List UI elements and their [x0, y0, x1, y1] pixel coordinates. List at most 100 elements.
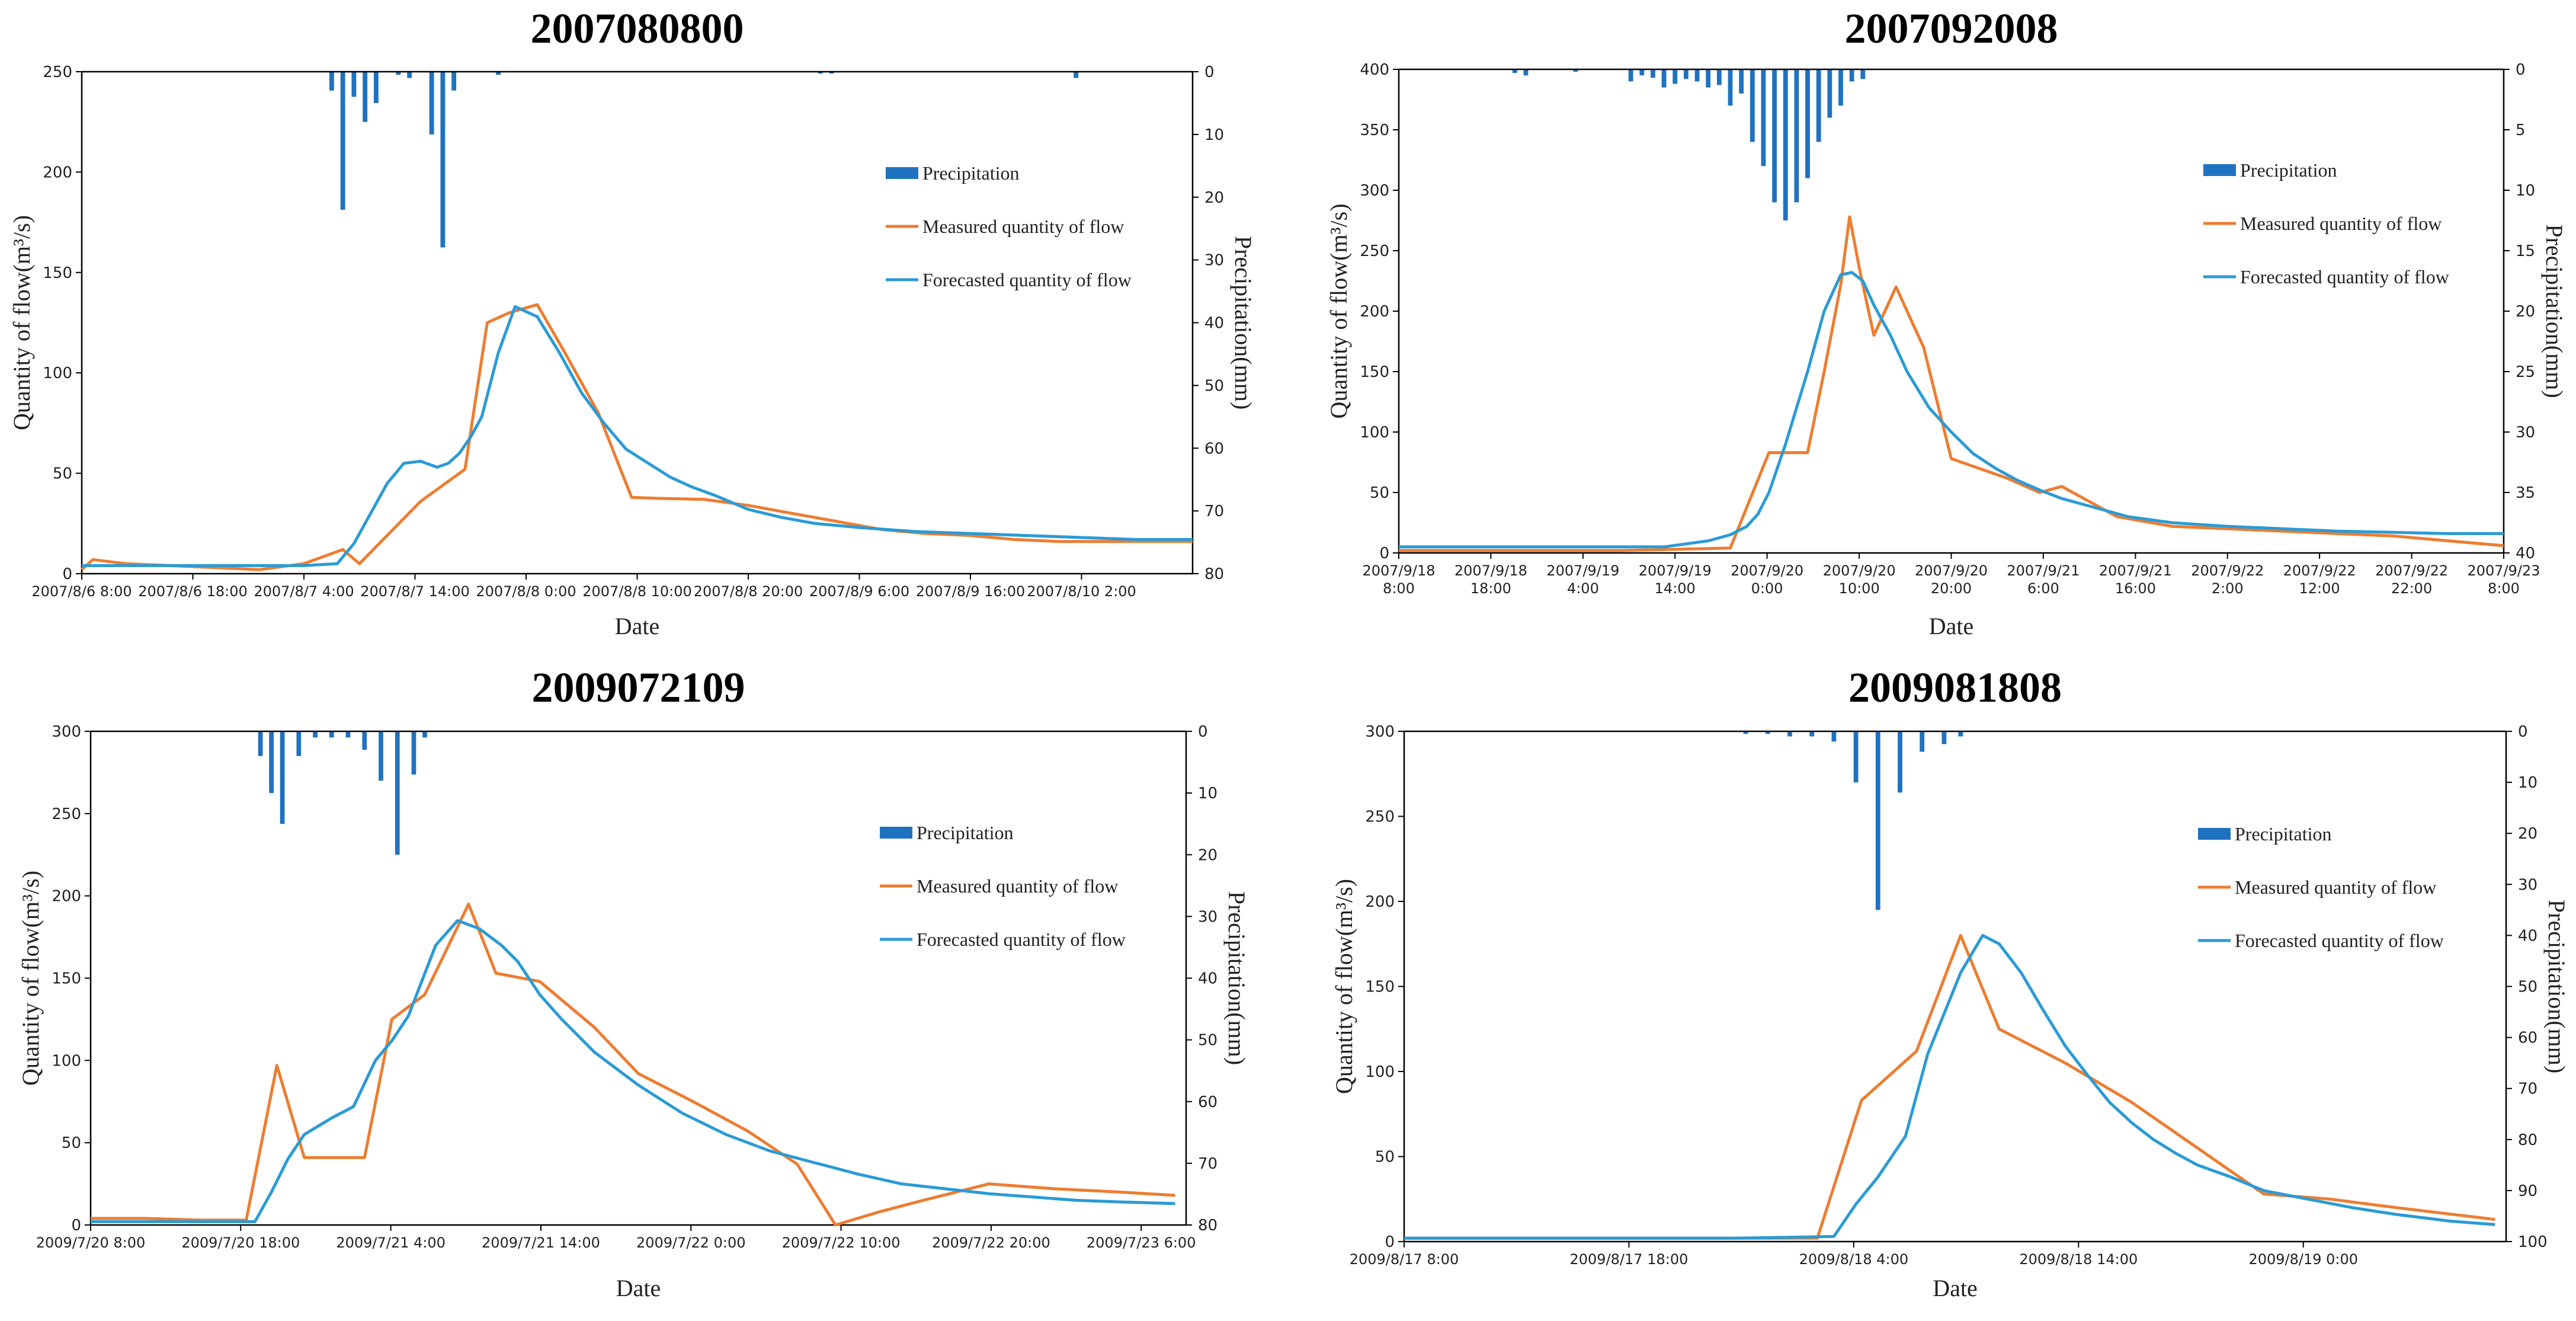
x-tick-label: 2009/7/21 4:00 — [336, 1234, 446, 1251]
y2-tick-label: 80 — [1204, 565, 1224, 583]
precip-bar — [1898, 731, 1902, 793]
legend-precip-label: Precipitation — [917, 822, 1014, 843]
x-tick-label: 2009/8/18 4:00 — [1799, 1251, 1909, 1268]
y-tick-label: 200 — [1360, 303, 1389, 321]
precip-bar — [1750, 69, 1755, 142]
precip-bar — [329, 72, 334, 91]
x-tick-label: 2007/8/9 16:00 — [916, 583, 1026, 600]
y2-tick-label: 10 — [2516, 182, 2535, 200]
x-tick-label: 2007/8/8 0:00 — [476, 583, 576, 600]
x-tick-label: 2007/8/10 2:00 — [1027, 583, 1136, 600]
precip-bar — [396, 72, 401, 75]
precip-bar — [818, 72, 823, 74]
y2-tick-label: 10 — [1204, 126, 1224, 144]
precip-bar — [395, 731, 400, 855]
precip-bar — [340, 72, 345, 210]
precip-bar — [345, 731, 351, 738]
y-tick-label: 400 — [1360, 61, 1389, 79]
x-tick-label: 2009/7/21 14:00 — [482, 1234, 600, 1251]
y-tick-label: 150 — [43, 264, 72, 282]
precip-bar — [496, 72, 501, 75]
precip-bar — [1673, 69, 1678, 84]
y2-tick-label: 10 — [2518, 774, 2537, 792]
legend-precip-label: Precipitation — [2235, 823, 2332, 845]
precip-bar — [1628, 69, 1633, 82]
precip-bar — [351, 72, 357, 97]
y-tick-label: 50 — [62, 1134, 81, 1152]
legend-precip-swatch — [2198, 828, 2231, 840]
x-tick-label: 2007/9/19 4:00 — [1546, 562, 1619, 597]
y2-tick-label: 0 — [1204, 63, 1215, 81]
legend-precip-swatch — [880, 827, 912, 839]
legend-precip-label: Precipitation — [2240, 159, 2337, 181]
legend-forecast-label: Forecasted quantity of flow — [917, 929, 1126, 950]
y2-tick-label: 25 — [2516, 363, 2535, 381]
x-axis-title: Date — [615, 613, 660, 639]
legend: Precipitation Measured quantity of flow Fo… — [886, 162, 1132, 290]
precip-bar — [1875, 731, 1880, 910]
precip-bar — [1728, 69, 1733, 106]
legend: Precipitation Measured quantity of flow Fo… — [2203, 159, 2449, 287]
precip-bar — [1920, 731, 1925, 752]
chart-1: 2007080800 0 50 100 150 200 250 0 10 20 30 40 50 60 70… — [8, 5, 1257, 639]
x-tick-label: 2009/8/17 8:00 — [1350, 1251, 1459, 1268]
legend-forecast-label: Forecasted quantity of flow — [922, 269, 1132, 290]
chart-title: 2007092008 — [1845, 5, 2058, 52]
x-tick-label: 2007/9/21 6:00 — [2007, 562, 2080, 597]
precip-bar — [329, 731, 334, 738]
x-tick-label: 2009/8/19 0:00 — [2248, 1251, 2358, 1268]
legend-forecast-label: Forecasted quantity of flow — [2240, 266, 2449, 287]
y2-tick-label: 30 — [1198, 908, 1217, 926]
measured-flow-line — [91, 903, 1175, 1227]
precip-bar — [1743, 731, 1748, 734]
precip-bar — [1512, 69, 1517, 73]
y-axis-title: Quantity of flow(m³/s) — [8, 215, 35, 430]
precip-bar — [422, 731, 427, 738]
precip-bar — [1853, 731, 1859, 783]
y2-tick-label: 40 — [1204, 315, 1224, 332]
y2-axis-title: Precipitation(mm) — [2543, 900, 2570, 1073]
x-tick-label: 2007/9/19 14:00 — [1639, 562, 1712, 597]
x-tick-label: 2007/8/7 14:00 — [360, 583, 470, 600]
x-tick-label: 2007/8/9 6:00 — [809, 583, 909, 600]
x-tick-label: 2009/7/22 20:00 — [932, 1234, 1050, 1251]
precip-bar — [1765, 731, 1770, 734]
y-tick-label: 150 — [1365, 978, 1395, 996]
precip-bar — [1716, 69, 1722, 85]
precip-bar — [313, 731, 318, 738]
y2-tick-label: 70 — [1198, 1155, 1217, 1173]
y2-tick-label: 100 — [2518, 1233, 2548, 1251]
chart-title: 2007080800 — [531, 5, 744, 52]
precip-bar — [429, 72, 434, 135]
legend-precip-swatch — [886, 167, 918, 179]
y2-tick-label: 40 — [2516, 545, 2535, 562]
x-tick-label: 2009/7/20 8:00 — [36, 1234, 146, 1251]
precip-bar — [407, 72, 412, 78]
precip-bar — [1809, 731, 1815, 737]
y-tick-label: 100 — [1365, 1063, 1395, 1081]
precip-bar — [1816, 69, 1821, 142]
y2-tick-label: 20 — [2516, 303, 2535, 321]
x-tick-label: 2007/9/22 12:00 — [2283, 562, 2356, 597]
y2-tick-label: 35 — [2516, 484, 2535, 502]
y-tick-label: 200 — [1365, 893, 1395, 911]
legend-measured-label: Measured quantity of flow — [2235, 877, 2436, 898]
precip-bar — [269, 731, 274, 794]
precip-bar — [1074, 72, 1079, 78]
y2-tick-label: 30 — [1204, 252, 1224, 270]
precip-bar — [1651, 69, 1655, 78]
y2-tick-label: 30 — [2516, 424, 2535, 442]
precip-bar — [1860, 69, 1866, 79]
y-tick-label: 350 — [1360, 121, 1389, 139]
legend: Precipitation Measured quantity of flow Fo… — [880, 822, 1126, 950]
y2-tick-label: 80 — [1198, 1217, 1217, 1234]
y2-tick-label: 5 — [2516, 121, 2526, 139]
precip-bar — [1827, 69, 1832, 118]
y-tick-label: 50 — [53, 465, 72, 483]
chart-title: 2009072109 — [532, 664, 745, 711]
x-tick-label: 2007/8/8 10:00 — [582, 583, 692, 600]
x-tick-label: 2007/8/6 18:00 — [138, 583, 248, 600]
forecast-flow-line — [82, 305, 1193, 567]
chart-2: 2007092008 0 50 100 150 200 250 300 350 400 0 5 10 15… — [1325, 5, 2568, 639]
y-tick-label: 150 — [1360, 363, 1389, 381]
